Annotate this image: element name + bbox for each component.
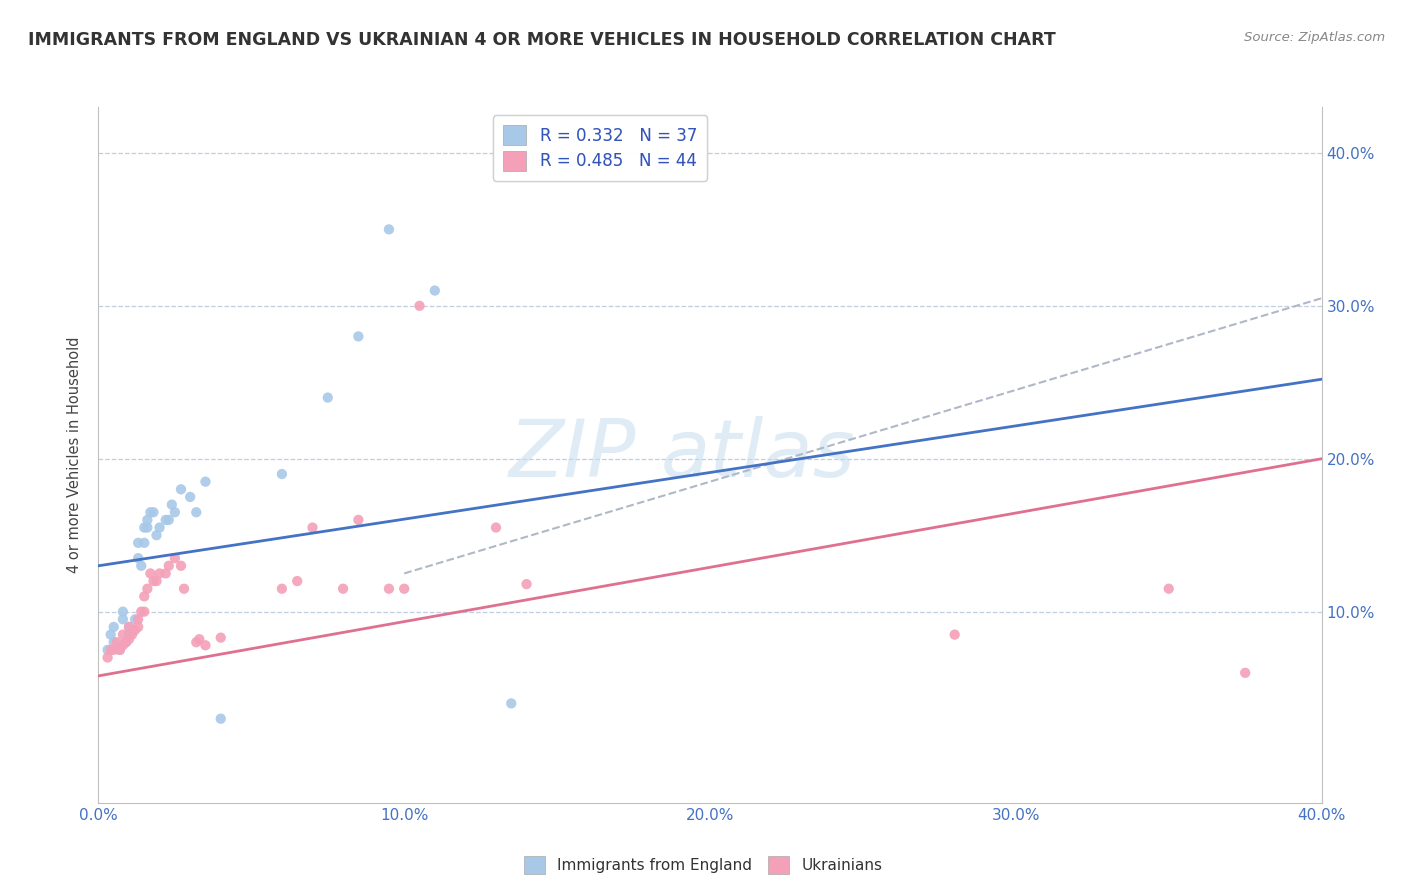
Point <box>124 623 146 637</box>
Point <box>111 627 134 641</box>
Point <box>139 505 162 519</box>
Point <box>186 505 208 519</box>
Point <box>347 513 370 527</box>
Point <box>108 643 131 657</box>
Point <box>347 329 370 343</box>
Point <box>118 632 141 647</box>
Point <box>155 566 177 581</box>
Point <box>142 505 165 519</box>
Point <box>1157 582 1180 596</box>
Point <box>485 520 508 534</box>
Point <box>100 643 122 657</box>
Point <box>111 612 134 626</box>
Point <box>105 635 128 649</box>
Point <box>136 513 159 527</box>
Point <box>136 582 159 596</box>
Point <box>139 566 162 581</box>
Point <box>134 605 156 619</box>
Text: atlas: atlas <box>661 416 856 494</box>
Legend: R = 0.332   N = 37, R = 0.485   N = 44: R = 0.332 N = 37, R = 0.485 N = 44 <box>494 115 707 180</box>
Point <box>188 632 211 647</box>
Point <box>118 620 141 634</box>
Point <box>145 574 167 588</box>
Point <box>121 627 143 641</box>
Point <box>157 558 180 573</box>
Point <box>378 222 401 236</box>
Point <box>103 643 125 657</box>
Point <box>423 284 446 298</box>
Point <box>943 627 966 641</box>
Point <box>157 513 180 527</box>
Point <box>392 582 416 596</box>
Point <box>100 627 122 641</box>
Point <box>134 520 156 534</box>
Point <box>103 635 125 649</box>
Point <box>270 582 292 596</box>
Text: IMMIGRANTS FROM ENGLAND VS UKRAINIAN 4 OR MORE VEHICLES IN HOUSEHOLD CORRELATION: IMMIGRANTS FROM ENGLAND VS UKRAINIAN 4 O… <box>28 31 1056 49</box>
Point <box>194 475 217 489</box>
Point <box>118 627 141 641</box>
Point <box>111 638 134 652</box>
Point <box>163 551 186 566</box>
Point <box>173 582 195 596</box>
Point <box>301 520 323 534</box>
Point <box>108 643 131 657</box>
Point <box>378 582 401 596</box>
Point <box>186 635 208 649</box>
Point <box>163 505 186 519</box>
Y-axis label: 4 or more Vehicles in Household: 4 or more Vehicles in Household <box>67 336 83 574</box>
Legend: Immigrants from England, Ukrainians: Immigrants from England, Ukrainians <box>517 850 889 880</box>
Point <box>149 566 172 581</box>
Point <box>97 650 120 665</box>
Point <box>516 577 538 591</box>
Point <box>127 551 149 566</box>
Point <box>179 490 201 504</box>
Point <box>270 467 292 481</box>
Point <box>209 712 232 726</box>
Point <box>115 635 138 649</box>
Point <box>134 536 156 550</box>
Point <box>118 620 141 634</box>
Point <box>155 513 177 527</box>
Point <box>111 605 134 619</box>
Point <box>149 520 172 534</box>
Point <box>115 635 138 649</box>
Point <box>103 620 125 634</box>
Point <box>170 483 193 497</box>
Point <box>129 558 152 573</box>
Text: Source: ZipAtlas.com: Source: ZipAtlas.com <box>1244 31 1385 45</box>
Point <box>127 612 149 626</box>
Point <box>127 536 149 550</box>
Point <box>170 558 193 573</box>
Point <box>501 697 523 711</box>
Point <box>285 574 308 588</box>
Point <box>136 520 159 534</box>
Point <box>209 631 232 645</box>
Text: ZIP: ZIP <box>509 416 637 494</box>
Point <box>332 582 354 596</box>
Point <box>408 299 430 313</box>
Point <box>142 574 165 588</box>
Point <box>129 605 152 619</box>
Point <box>1234 665 1257 680</box>
Point <box>160 498 183 512</box>
Point <box>127 620 149 634</box>
Point <box>134 590 156 604</box>
Point <box>145 528 167 542</box>
Point <box>97 643 120 657</box>
Point <box>194 638 217 652</box>
Point <box>124 612 146 626</box>
Point <box>316 391 339 405</box>
